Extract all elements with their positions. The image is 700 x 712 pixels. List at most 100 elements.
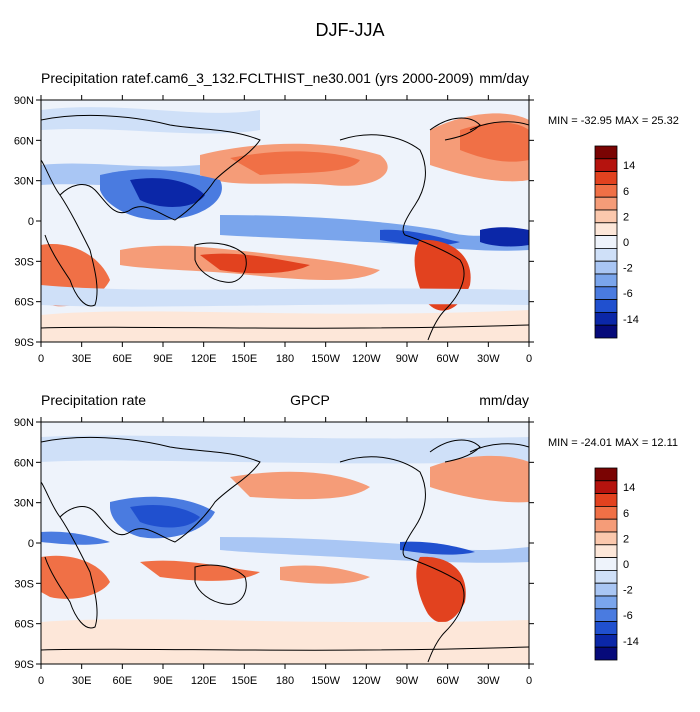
- lon-tick-label: 150W: [311, 353, 340, 365]
- colorbar-swatch: [594, 518, 618, 533]
- coastlines: [41, 436, 529, 663]
- lon-tick-label: 30W: [477, 675, 500, 687]
- colorbar-swatch: [594, 235, 618, 249]
- colorbar-swatch: [594, 467, 618, 482]
- colorbar: 14 6 2 0 -2 -6 -14: [594, 145, 639, 339]
- colorbar-swatch: [594, 260, 618, 275]
- lat-tick-label: 90N: [14, 417, 34, 429]
- colorbar: 14 6 2 0 -2 -6 -14: [594, 467, 639, 661]
- lon-tick-label: 180: [276, 353, 294, 365]
- colorbar-swatch: [594, 595, 618, 610]
- lon-tick-label: 120W: [352, 675, 381, 687]
- lat-tick-label: 0: [28, 538, 34, 550]
- colorbar-swatch: [594, 158, 618, 173]
- lon-tick-label: 120E: [191, 353, 217, 365]
- colorbar-swatch: [594, 196, 618, 211]
- colorbar-swatch: [594, 209, 618, 224]
- lat-ticks: 90N 60N 30N 0 30S 60S 90S: [14, 95, 534, 349]
- panel-minmax: MIN = -24.01 MAX = 12.11: [548, 437, 679, 449]
- panel-minmax: MIN = -32.95 MAX = 25.32: [548, 115, 679, 127]
- lon-tick-label: 0: [526, 675, 532, 687]
- lat-tick-label: 30S: [14, 578, 34, 590]
- lat-tick-label: 0: [28, 216, 34, 228]
- colorbar-label: 14: [623, 482, 635, 494]
- colorbar-swatch: [594, 222, 618, 237]
- colorbar-swatch: [594, 557, 618, 571]
- colorbar-swatch: [594, 633, 618, 648]
- colorbar-swatch: [594, 273, 618, 288]
- lon-ticks: 0 30E 60E 90E 120E 150E 180 150W 120W 90W 60W 30W 0: [38, 417, 532, 687]
- colorbar-label: -14: [623, 314, 639, 326]
- lat-tick-label: 90S: [14, 337, 34, 349]
- lon-tick-label: 120E: [191, 675, 217, 687]
- colorbar-swatch: [594, 299, 618, 313]
- lat-tick-label: 60S: [14, 297, 34, 309]
- lat-tick-label: 60S: [14, 619, 34, 631]
- colorbar-label: 0: [623, 237, 629, 249]
- coastlines: [41, 114, 529, 341]
- colorbar-swatch: [594, 570, 618, 584]
- lat-tick-label: 60N: [14, 135, 34, 147]
- lon-tick-label: 0: [38, 353, 44, 365]
- colorbar-label: 6: [623, 508, 629, 520]
- lon-tick-label: 30E: [72, 675, 92, 687]
- colorbar-label: -6: [623, 288, 633, 300]
- colorbar-swatch: [594, 506, 618, 520]
- colorbar-swatch: [594, 145, 618, 160]
- lon-tick-label: 150W: [311, 675, 340, 687]
- lon-ticks: 0 30E 60E 90E 120E 150E 180 150W 120W 90W 60W 30W 0: [38, 95, 532, 365]
- colorbar-swatch: [594, 531, 618, 546]
- lon-tick-label: 150E: [231, 675, 257, 687]
- colorbar-swatch: [594, 480, 618, 495]
- colorbar-label: -2: [623, 585, 633, 597]
- lon-tick-label: 90E: [153, 353, 173, 365]
- colorbar-swatch: [594, 544, 618, 559]
- colorbar-swatch: [594, 248, 618, 262]
- colorbar-label: 2: [623, 533, 629, 545]
- panel-observations: Precipitation rate GPCP mm/day MIN = -24…: [0, 392, 700, 712]
- lon-tick-label: 0: [526, 353, 532, 365]
- colorbar-swatch: [594, 621, 618, 635]
- lat-tick-label: 60N: [14, 457, 34, 469]
- lat-tick-label: 30N: [14, 176, 34, 188]
- figure-title: DJF-JJA: [315, 20, 385, 40]
- colorbar-swatch: [594, 171, 618, 185]
- panel-units-label: mm/day: [479, 392, 529, 408]
- lon-tick-label: 120W: [352, 353, 381, 365]
- colorbar-label: 2: [623, 211, 629, 223]
- lon-tick-label: 0: [38, 675, 44, 687]
- colorbar-swatch: [594, 608, 618, 623]
- lat-tick-label: 30S: [14, 256, 34, 268]
- lon-tick-label: 150E: [231, 353, 257, 365]
- lon-tick-label: 30W: [477, 353, 500, 365]
- lon-tick-label: 90W: [396, 675, 419, 687]
- precip-diff-map: 0 30E 60E 90E 120E 150E 180 150W 120W 90W 60W 30W 0 …: [14, 417, 534, 687]
- colorbar-swatch: [594, 582, 618, 597]
- colorbar-swatch: [594, 286, 618, 301]
- lat-ticks: 90N 60N 30N 0 30S 60S 90S: [14, 417, 534, 671]
- colorbar-label: -14: [623, 636, 639, 648]
- lon-tick-label: 60W: [436, 675, 459, 687]
- precip-field: [41, 107, 529, 342]
- lon-tick-label: 60E: [113, 353, 133, 365]
- colorbar-label: -6: [623, 610, 633, 622]
- panel-units-label: mm/day: [479, 70, 529, 86]
- lon-tick-label: 60E: [113, 675, 133, 687]
- panel-variable-label: Precipitation rate: [41, 70, 147, 86]
- panel-case-label: f.cam6_3_132.FCLTHIST_ne30.001 (yrs 2000…: [146, 70, 474, 86]
- colorbar-swatch: [594, 646, 618, 661]
- precip-field: [41, 435, 529, 664]
- panel-case-label: GPCP: [290, 392, 330, 408]
- lon-tick-label: 90E: [153, 675, 173, 687]
- colorbar-label: 6: [623, 186, 629, 198]
- panel-model: Precipitation rate f.cam6_3_132.FCLTHIST…: [0, 70, 700, 390]
- lat-tick-label: 90N: [14, 95, 34, 107]
- colorbar-label: 14: [623, 160, 635, 172]
- colorbar-swatch: [594, 324, 618, 339]
- precip-diff-map: 0 30E 60E 90E 120E 150E 180 150W 120W 90W 60W 30W 0 …: [14, 95, 534, 365]
- colorbar-label: 0: [623, 559, 629, 571]
- colorbar-swatch: [594, 311, 618, 326]
- colorbar-swatch: [594, 184, 618, 198]
- lon-tick-label: 180: [276, 675, 294, 687]
- panel-variable-label: Precipitation rate: [41, 392, 147, 408]
